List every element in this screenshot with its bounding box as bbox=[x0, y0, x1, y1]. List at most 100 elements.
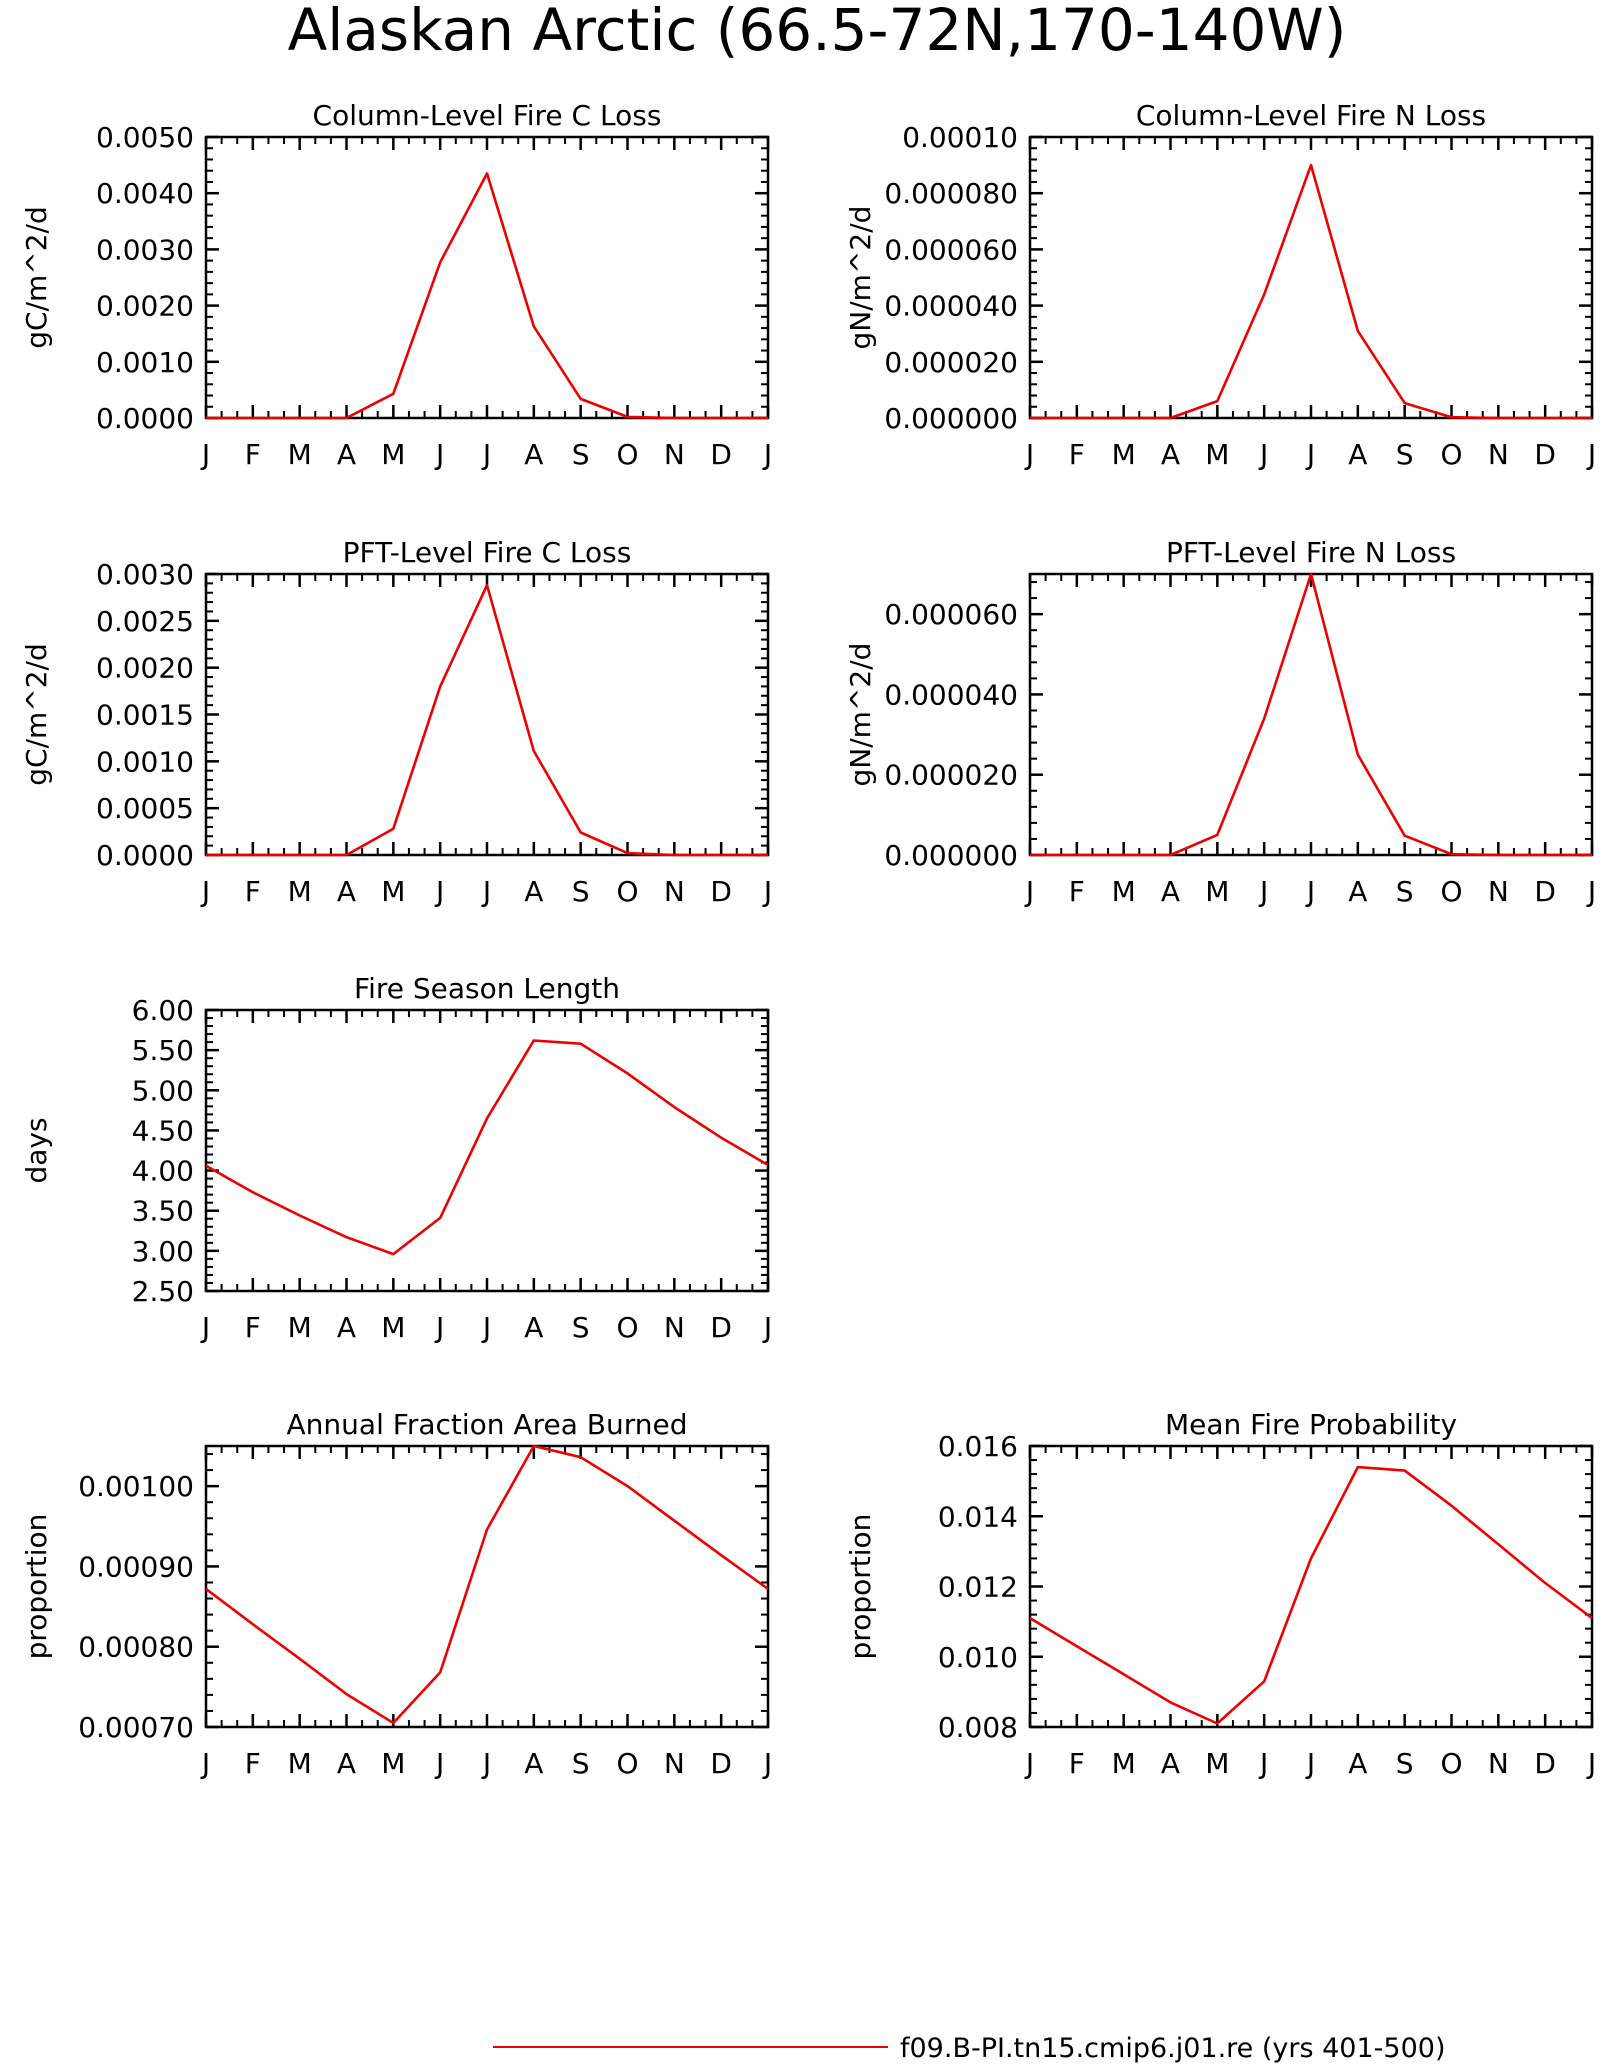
x-tick-label: J bbox=[1586, 875, 1596, 908]
plot-frame bbox=[204, 1444, 770, 1729]
x-tick-label: J bbox=[200, 438, 210, 471]
x-tick-label: A bbox=[1348, 875, 1367, 908]
x-tick-label: A bbox=[1161, 875, 1180, 908]
y-axis-label: proportion bbox=[844, 1514, 877, 1660]
x-tick-label: J bbox=[481, 1747, 491, 1780]
x-tick-label: F bbox=[1069, 1747, 1085, 1780]
y-tick-label: 0.00100 bbox=[78, 1470, 194, 1503]
y-tick-label: 0.000040 bbox=[884, 678, 1018, 711]
x-tick-label: A bbox=[337, 875, 356, 908]
y-tick-label: 0.0015 bbox=[96, 699, 194, 732]
y-tick-label: 0.016 bbox=[938, 1430, 1018, 1463]
plot-frame bbox=[204, 135, 770, 420]
x-tick-label: M bbox=[381, 438, 405, 471]
plot-frame bbox=[204, 1008, 770, 1293]
x-tick-label: J bbox=[1586, 438, 1596, 471]
y-tick-label: 0.000060 bbox=[884, 233, 1018, 266]
x-tick-label: M bbox=[381, 1311, 405, 1344]
x-tick-label: J bbox=[200, 1747, 210, 1780]
x-tick-label: J bbox=[1305, 438, 1315, 471]
x-tick-label: S bbox=[572, 1311, 590, 1344]
x-tick-label: A bbox=[1348, 438, 1367, 471]
x-tick-label: J bbox=[1258, 1747, 1268, 1780]
x-tick-label: J bbox=[1258, 438, 1268, 471]
x-tick-label: F bbox=[245, 1747, 261, 1780]
x-tick-label: J bbox=[200, 875, 210, 908]
y-tick-label: 0.00090 bbox=[78, 1550, 194, 1583]
x-tick-label: O bbox=[616, 438, 638, 471]
x-tick-label: J bbox=[762, 438, 772, 471]
plot-title: PFT-Level Fire C Loss bbox=[343, 536, 632, 569]
y-tick-label: 0.000000 bbox=[884, 402, 1018, 435]
x-tick-label: S bbox=[572, 875, 590, 908]
x-tick-label: J bbox=[1024, 438, 1034, 471]
x-tick-label: A bbox=[524, 438, 543, 471]
y-tick-label: 0.000080 bbox=[884, 177, 1018, 210]
y-tick-label: 0.0030 bbox=[96, 233, 194, 266]
y-axis-label: gC/m^2/d bbox=[20, 643, 53, 786]
x-tick-label: J bbox=[200, 1311, 210, 1344]
y-tick-label: 0.0000 bbox=[96, 839, 194, 872]
x-tick-label: D bbox=[1534, 875, 1556, 908]
y-tick-label: 0.00010 bbox=[902, 121, 1018, 154]
legend: f09.B-PI.tn15.cmip6.j01.re (yrs 401-500) bbox=[493, 2033, 1445, 2064]
y-tick-label: 3.50 bbox=[132, 1195, 194, 1228]
x-tick-label: N bbox=[664, 875, 685, 908]
x-tick-label: A bbox=[524, 875, 543, 908]
y-tick-label: 5.50 bbox=[132, 1034, 194, 1067]
x-tick-label: O bbox=[1440, 1747, 1462, 1780]
y-tick-label: 0.000060 bbox=[884, 598, 1018, 631]
x-tick-label: M bbox=[1112, 1747, 1136, 1780]
x-tick-label: M bbox=[288, 1311, 312, 1344]
x-tick-label: M bbox=[1205, 875, 1229, 908]
y-tick-label: 0.0040 bbox=[96, 177, 194, 210]
x-tick-label: A bbox=[524, 1747, 543, 1780]
x-tick-label: O bbox=[616, 875, 638, 908]
y-tick-label: 2.50 bbox=[132, 1275, 194, 1308]
x-tick-label: S bbox=[1396, 1747, 1414, 1780]
x-tick-label: D bbox=[710, 875, 732, 908]
figure-title: Alaskan Arctic (66.5-72N,170-140W) bbox=[288, 0, 1347, 64]
x-tick-label: S bbox=[572, 1747, 590, 1780]
x-tick-label: A bbox=[1161, 1747, 1180, 1780]
x-tick-label: F bbox=[1069, 438, 1085, 471]
plot-frame bbox=[1028, 1444, 1594, 1729]
y-tick-label: 6.00 bbox=[132, 994, 194, 1027]
y-tick-label: 3.00 bbox=[132, 1235, 194, 1268]
x-tick-label: J bbox=[1024, 875, 1034, 908]
x-tick-label: N bbox=[664, 1311, 685, 1344]
x-tick-label: F bbox=[245, 1311, 261, 1344]
x-tick-label: D bbox=[1534, 438, 1556, 471]
x-tick-label: J bbox=[1586, 1747, 1596, 1780]
x-tick-label: M bbox=[381, 875, 405, 908]
plot-title: Annual Fraction Area Burned bbox=[287, 1408, 688, 1441]
x-tick-label: J bbox=[1305, 1747, 1315, 1780]
x-tick-label: N bbox=[664, 438, 685, 471]
series-line bbox=[205, 1444, 769, 1725]
x-tick-label: D bbox=[710, 1747, 732, 1780]
x-tick-label: O bbox=[616, 1747, 638, 1780]
x-tick-label: N bbox=[664, 1747, 685, 1780]
x-tick-label: S bbox=[1396, 875, 1414, 908]
y-tick-label: 0.000020 bbox=[884, 759, 1018, 792]
y-tick-label: 0.00080 bbox=[78, 1631, 194, 1664]
x-tick-label: J bbox=[434, 875, 444, 908]
x-tick-label: D bbox=[710, 1311, 732, 1344]
x-tick-label: O bbox=[616, 1311, 638, 1344]
panel-column-fire-n-loss: J F M A M J J A S O N D J0.0000000.0000200.0000400.0… bbox=[844, 99, 1596, 471]
y-axis-label: gC/m^2/d bbox=[20, 206, 53, 349]
x-tick-label: M bbox=[1205, 1747, 1229, 1780]
x-tick-label: J bbox=[481, 438, 491, 471]
y-tick-label: 5.00 bbox=[132, 1074, 194, 1107]
plot-frame bbox=[1028, 135, 1594, 420]
panel-annual-fraction-area-burned: J F M A M J J A S O N D J0.000700.000800.000900.0010… bbox=[20, 1408, 772, 1780]
x-tick-label: O bbox=[1440, 438, 1462, 471]
y-tick-label: 0.0010 bbox=[96, 745, 194, 778]
x-tick-label: M bbox=[381, 1747, 405, 1780]
x-tick-label: J bbox=[762, 875, 772, 908]
x-tick-label: M bbox=[288, 438, 312, 471]
x-tick-label: S bbox=[572, 438, 590, 471]
x-tick-label: A bbox=[337, 1747, 356, 1780]
plot-title: Column-Level Fire N Loss bbox=[1136, 99, 1486, 132]
